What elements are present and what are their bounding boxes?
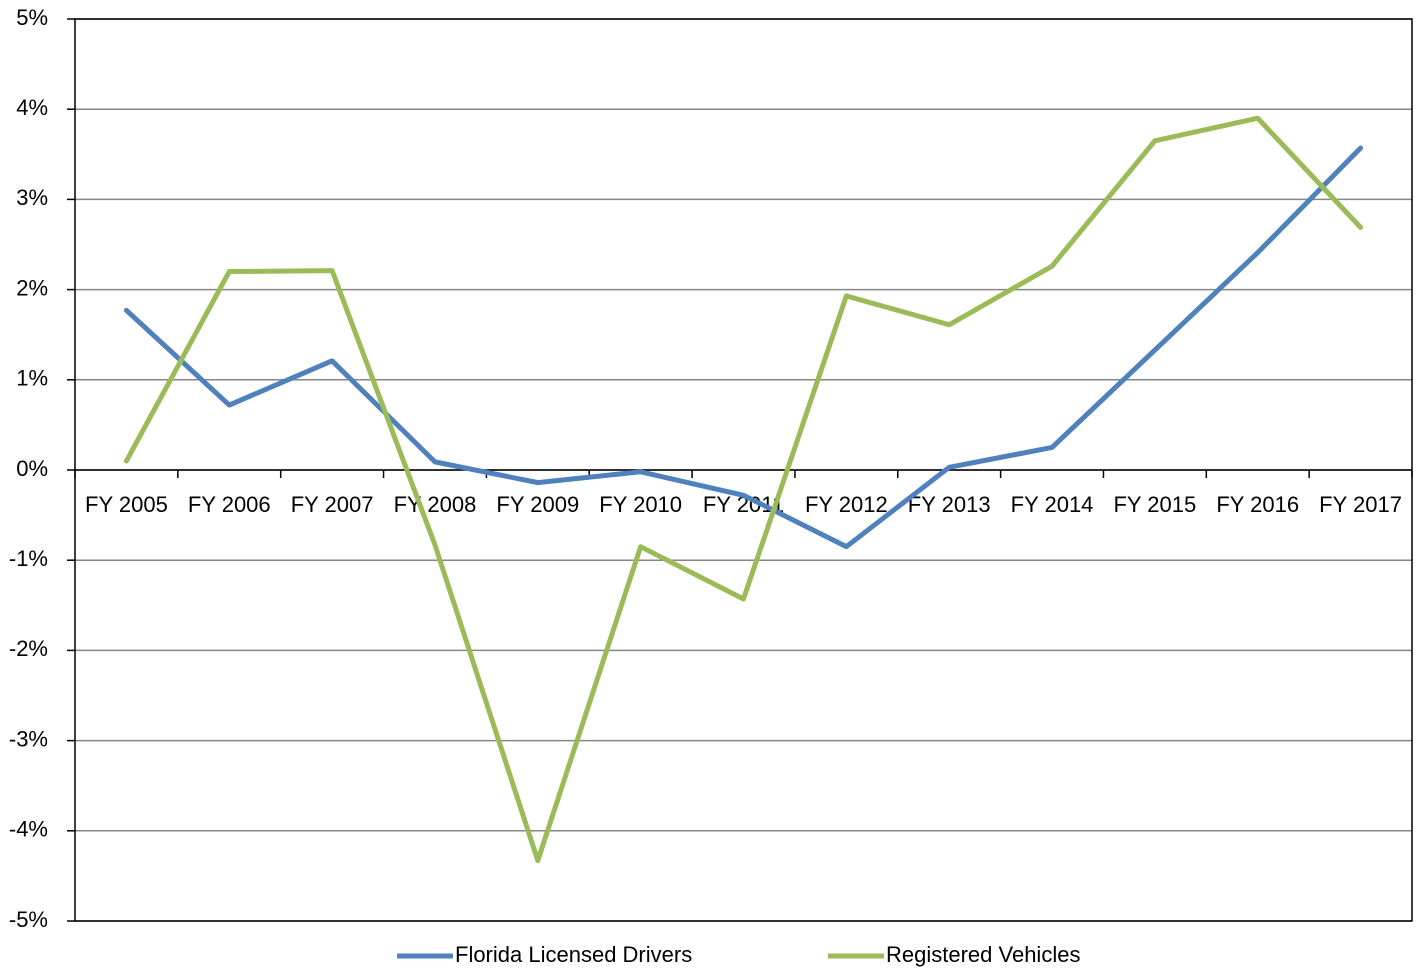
x-tick-label: FY 2013 [908,492,991,517]
x-tick-label: FY 2016 [1216,492,1299,517]
y-tick-label: 1% [16,366,48,391]
y-tick-label: 3% [16,185,48,210]
y-tick-label: -1% [9,546,48,571]
x-tick-label: FY 2006 [188,492,271,517]
series-line [123,145,1364,550]
y-tick-label: 5% [16,5,48,30]
y-tick-label: 4% [16,95,48,120]
x-tick-label: FY 2015 [1113,492,1196,517]
x-tick-label: FY 2005 [85,492,168,517]
x-tick-label: FY 2008 [394,492,477,517]
x-tick-label: FY 2014 [1011,492,1094,517]
y-tick-label: -3% [9,726,48,751]
x-tick-label: FY 2007 [291,492,374,517]
x-tick-label: FY 2009 [496,492,579,517]
y-tick-label: -4% [9,817,48,842]
y-tick-label: -2% [9,636,48,661]
y-tick-label: 2% [16,275,48,300]
y-tick-label: -5% [9,907,48,932]
series-line [123,115,1364,864]
legend-label: Registered Vehicles [886,942,1080,967]
x-tick-label: FY 2017 [1319,492,1402,517]
y-tick-label: 0% [16,456,48,481]
legend-label: Florida Licensed Drivers [455,942,692,967]
x-tick-label: FY 2010 [599,492,682,517]
x-tick-label: FY 2012 [805,492,888,517]
